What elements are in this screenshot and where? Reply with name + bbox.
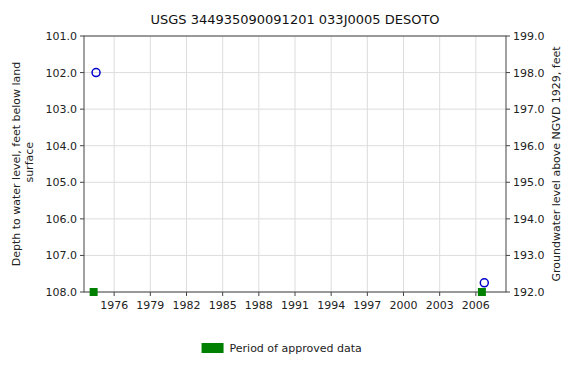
grid-line (258, 36, 259, 292)
circle-marker (480, 279, 488, 287)
x-axis: 1976 1979 1982 1985 1988 1991 1994 1997 2000 2003… (100, 292, 490, 312)
x-tick (367, 292, 368, 296)
grid-line (84, 255, 506, 256)
x-tick-label: 1979 (136, 299, 164, 312)
y-tick (80, 36, 84, 37)
legend-swatch (202, 343, 224, 353)
grid-line (84, 182, 506, 183)
y2-axis: 199.0 198.0 197.0 196.0 195.0 194.0 193.0 192.0 (506, 30, 545, 299)
y-axis: 101.0 102.0 103.0 104.0 105.0 106.0 107.0 108.0 (46, 30, 85, 299)
legend-label: Period of approved data (230, 342, 362, 355)
x-tick-label: 1991 (281, 299, 309, 312)
y2-tick-label: 199.0 (513, 30, 545, 43)
legend: Period of approved data (202, 342, 362, 355)
x-tick (186, 292, 187, 296)
marks (90, 69, 489, 296)
x-tick-label: 1997 (353, 299, 381, 312)
y-tick-label: 104.0 (46, 140, 78, 153)
grid-line (331, 36, 332, 292)
y2-tick (506, 182, 510, 183)
grid-line (475, 36, 476, 292)
y2-tick (506, 36, 510, 37)
y2-tick-label: 197.0 (513, 103, 545, 116)
y2-tick (506, 145, 510, 146)
y-tick (80, 292, 84, 293)
x-tick (475, 292, 476, 296)
chart: 1976 1979 1982 1985 1988 1991 1994 1997 2000 2003… (0, 0, 576, 384)
y-tick (80, 72, 84, 73)
square-marker (90, 288, 98, 296)
grid-line (295, 36, 296, 292)
y-tick-label: 101.0 (46, 30, 78, 43)
x-tick (258, 292, 259, 296)
y2-tick-label: 198.0 (513, 67, 545, 80)
x-tick-label: 1994 (317, 299, 345, 312)
square-marker (478, 288, 486, 296)
y2-tick-label: 193.0 (513, 249, 545, 262)
series (90, 288, 486, 296)
y2-tick (506, 109, 510, 110)
x-tick-label: 1982 (172, 299, 200, 312)
y-tick (80, 218, 84, 219)
grid-line (222, 36, 223, 292)
y2-tick (506, 292, 510, 293)
x-tick-label: 1985 (209, 299, 237, 312)
y2-tick (506, 218, 510, 219)
grid-line (186, 36, 187, 292)
grid-line (84, 72, 506, 73)
x-tick-label: 2000 (390, 299, 418, 312)
y-tick (80, 182, 84, 183)
y2-tick (506, 72, 510, 73)
y2-tick-label: 196.0 (513, 140, 545, 153)
y2-tick-label: 192.0 (513, 286, 545, 299)
grid-line (439, 36, 440, 292)
title: USGS 344935090091201 033J0005 DESOTO (150, 12, 439, 27)
grid-line (84, 145, 506, 146)
y2-tick-label: 195.0 (513, 176, 545, 189)
y2-axis-label: Groundwater level above NGVD 1929, feet (550, 46, 563, 282)
x-tick (114, 292, 115, 296)
y-tick-label: 105.0 (46, 176, 78, 189)
circle-marker (92, 69, 100, 77)
grid-line (367, 36, 368, 292)
grid-line (114, 36, 115, 292)
x-tick (331, 292, 332, 296)
y-axis-label: Depth to water level, feet below land su… (10, 62, 36, 267)
y-tick-label: 103.0 (46, 103, 78, 116)
y-tick-label: 108.0 (46, 286, 78, 299)
x-tick (295, 292, 296, 296)
y2-tick-label: 194.0 (513, 213, 545, 226)
y-axis-label-line: Depth to water level, feet below land (10, 62, 23, 267)
x-tick (150, 292, 151, 296)
x-tick (222, 292, 223, 296)
y-axis-label-line: surface (23, 142, 36, 186)
grid-line (84, 109, 506, 110)
grid-line (150, 36, 151, 292)
plot-frame (84, 36, 506, 292)
y-tick-label: 107.0 (46, 249, 78, 262)
x-tick-label: 2003 (426, 299, 454, 312)
y-tick (80, 109, 84, 110)
y2-tick (506, 255, 510, 256)
grid-line (403, 36, 404, 292)
x-tick-label: 1976 (100, 299, 128, 312)
y-tick-label: 106.0 (46, 213, 78, 226)
y-tick (80, 255, 84, 256)
x-tick-label: 2006 (462, 299, 490, 312)
y-tick (80, 145, 84, 146)
x-tick (439, 292, 440, 296)
x-tick (403, 292, 404, 296)
grid-line (84, 218, 506, 219)
x-tick-label: 1988 (245, 299, 273, 312)
grid (84, 36, 506, 292)
y-tick-label: 102.0 (46, 67, 78, 80)
series (92, 69, 488, 287)
